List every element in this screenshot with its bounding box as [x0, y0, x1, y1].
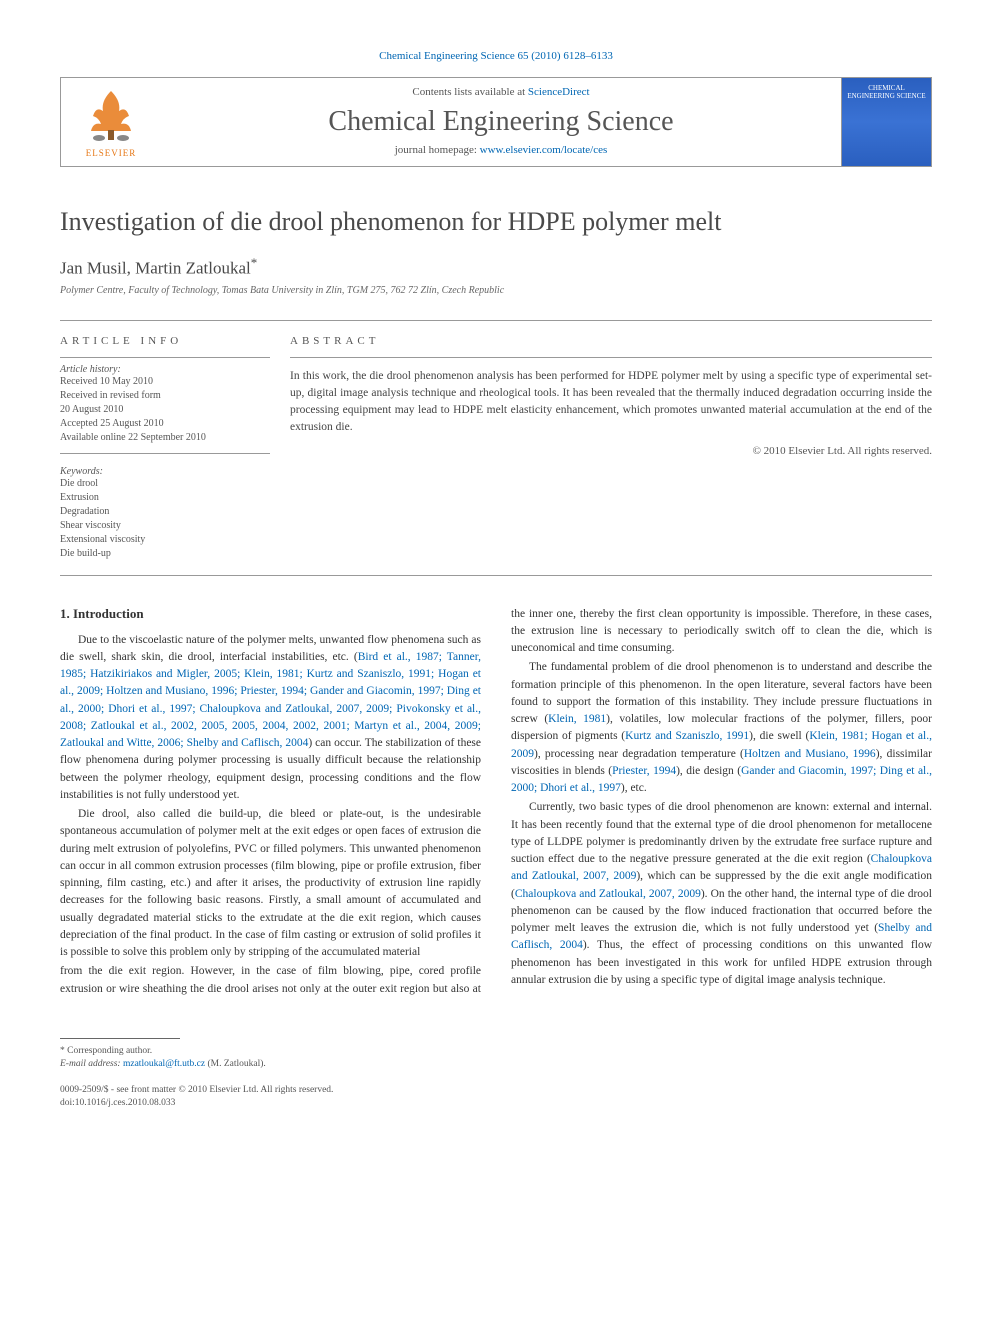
abstract-copyright: © 2010 Elsevier Ltd. All rights reserved…	[290, 445, 932, 457]
doi-line: doi:10.1016/j.ces.2010.08.033	[60, 1097, 932, 1110]
abstract-block: ABSTRACT In this work, the die drool phe…	[290, 335, 932, 561]
journal-cover-thumbnail: CHEMICAL ENGINEERING SCIENCE	[841, 78, 931, 166]
keyword: Die build-up	[60, 547, 270, 561]
authors: Jan Musil, Martin Zatloukal*	[60, 255, 932, 279]
citation-link[interactable]: Bird et al., 1987; Tanner, 1985; Hatziki…	[60, 651, 481, 749]
journal-name: Chemical Engineering Science	[161, 106, 841, 138]
separator	[60, 575, 932, 576]
email-label: E-mail address:	[60, 1059, 123, 1069]
history-label: Article history:	[60, 364, 270, 375]
keyword: Extensional viscosity	[60, 533, 270, 547]
corresponding-mark: *	[251, 255, 258, 270]
para-text: ), die swell (	[749, 730, 809, 742]
citation-link[interactable]: Chemical Engineering Science 65 (2010) 6…	[379, 50, 613, 62]
para-text: ), etc.	[621, 782, 647, 794]
abstract-label: ABSTRACT	[290, 335, 932, 347]
keyword: Die drool	[60, 477, 270, 491]
journal-header-box: ELSEVIER Contents lists available at Sci…	[60, 77, 932, 167]
citation-link[interactable]: Holtzen and Musiano, 1996	[744, 748, 876, 760]
sciencedirect-link[interactable]: ScienceDirect	[528, 86, 590, 98]
info-row: ARTICLE INFO Article history: Received 1…	[60, 335, 932, 561]
homepage-prefix: journal homepage:	[395, 144, 480, 156]
body-para: Die drool, also called die build-up, die…	[60, 806, 481, 961]
elsevier-logo: ELSEVIER	[61, 78, 161, 166]
history-item: Available online 22 September 2010	[60, 431, 270, 445]
separator	[290, 357, 932, 358]
history-item: Received in revised form	[60, 389, 270, 403]
author-names: Jan Musil, Martin Zatloukal	[60, 259, 251, 278]
body-columns: 1. Introduction Due to the viscoelastic …	[60, 606, 932, 998]
separator	[60, 320, 932, 321]
keyword: Degradation	[60, 505, 270, 519]
keyword: Shear viscosity	[60, 519, 270, 533]
contents-prefix: Contents lists available at	[412, 86, 527, 98]
corresponding-footnote: * Corresponding author.	[60, 1045, 932, 1058]
email-suffix: (M. Zatloukal).	[205, 1059, 266, 1069]
citation-link[interactable]: Priester, 1994	[612, 765, 676, 777]
article-info-label: ARTICLE INFO	[60, 335, 270, 347]
separator	[60, 357, 270, 358]
para-text: ), processing near degradation temperatu…	[534, 748, 744, 760]
citation-link[interactable]: Chaloupkova and Zatloukal, 2007, 2009	[515, 888, 701, 900]
body-para: The fundamental problem of die drool phe…	[511, 659, 932, 797]
abstract-text: In this work, the die drool phenomenon a…	[290, 368, 932, 437]
article-title: Investigation of die drool phenomenon fo…	[60, 207, 932, 237]
body-para: Currently, two basic types of die drool …	[511, 799, 932, 989]
cover-label: CHEMICAL ENGINEERING SCIENCE	[846, 84, 927, 101]
elsevier-tree-icon	[81, 86, 141, 146]
history-item: Accepted 25 August 2010	[60, 417, 270, 431]
affiliation: Polymer Centre, Faculty of Technology, T…	[60, 285, 932, 296]
journal-citation-header: Chemical Engineering Science 65 (2010) 6…	[60, 50, 932, 62]
contents-line: Contents lists available at ScienceDirec…	[161, 86, 841, 98]
elsevier-label: ELSEVIER	[86, 148, 137, 158]
keyword: Extrusion	[60, 491, 270, 505]
citation-link[interactable]: Klein, 1981	[548, 713, 606, 725]
article-info-block: ARTICLE INFO Article history: Received 1…	[60, 335, 290, 561]
history-item: Received 10 May 2010	[60, 375, 270, 389]
citation-link[interactable]: Kurtz and Szaniszlo, 1991	[625, 730, 749, 742]
keywords-label: Keywords:	[60, 466, 270, 477]
body-para: Due to the viscoelastic nature of the po…	[60, 632, 481, 805]
history-item: 20 August 2010	[60, 403, 270, 417]
section-heading: 1. Introduction	[60, 606, 481, 622]
para-text: ), die design (	[676, 765, 741, 777]
para-text: Currently, two basic types of die drool …	[511, 801, 932, 865]
header-center: Contents lists available at ScienceDirec…	[161, 78, 841, 166]
homepage-link[interactable]: www.elsevier.com/locate/ces	[480, 144, 608, 156]
email-link[interactable]: mzatloukal@ft.utb.cz	[123, 1059, 205, 1069]
homepage-line: journal homepage: www.elsevier.com/locat…	[161, 144, 841, 156]
footnote-separator	[60, 1038, 180, 1039]
issn-line: 0009-2509/$ - see front matter © 2010 El…	[60, 1084, 932, 1097]
email-footnote: E-mail address: mzatloukal@ft.utb.cz (M.…	[60, 1058, 932, 1071]
